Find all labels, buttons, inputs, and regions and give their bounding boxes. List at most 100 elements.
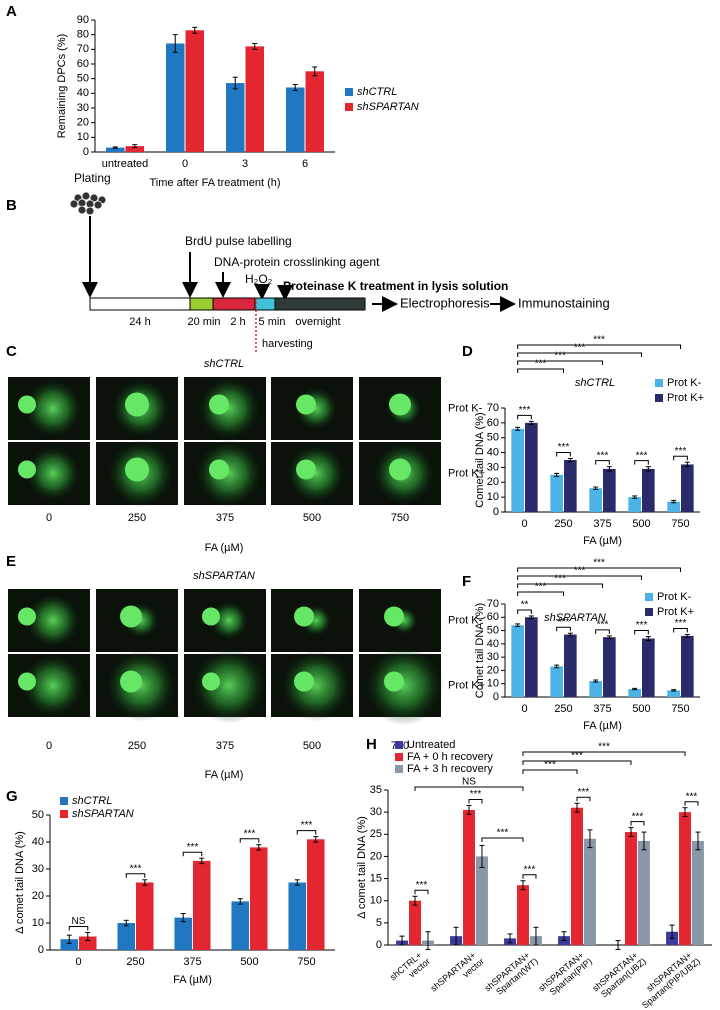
significance-label: *** xyxy=(574,566,586,577)
legend-swatch xyxy=(645,608,653,616)
significance-label: *** xyxy=(497,828,509,839)
x-tick-label: 500 xyxy=(632,518,650,530)
error-bar xyxy=(695,831,701,851)
panel-label: B xyxy=(6,197,17,214)
significance-label: *** xyxy=(632,811,644,822)
timeline-diagram: Plating BrdU pulse labelling DNA-protein… xyxy=(69,171,610,352)
x-tick-label: 750 xyxy=(297,956,315,968)
bar xyxy=(231,901,249,950)
significance-bracket xyxy=(556,626,571,632)
comet-halo xyxy=(195,439,263,508)
significance-label: *** xyxy=(593,558,605,569)
error-bar xyxy=(112,146,118,149)
bar xyxy=(525,617,538,697)
significance-label: *** xyxy=(558,442,570,453)
significance-bracket xyxy=(522,769,578,774)
significance-label: *** xyxy=(519,405,531,416)
error-bar xyxy=(515,623,521,628)
comet-head xyxy=(125,457,149,482)
error-bar xyxy=(567,632,573,637)
x-axis-label: FA (µM) xyxy=(583,720,622,732)
significance-bracket xyxy=(684,801,699,806)
bar xyxy=(117,923,135,950)
y-axis-label: Δ comet tail DNA (%) xyxy=(356,816,368,919)
error-bar xyxy=(142,879,148,886)
significance-bracket xyxy=(576,796,591,802)
bar xyxy=(571,807,583,945)
error-bar xyxy=(132,144,138,149)
step-label: Immunostaining xyxy=(518,295,610,310)
significance-label: *** xyxy=(187,842,199,853)
significance-bracket xyxy=(517,609,532,614)
significance-label: *** xyxy=(675,618,687,629)
step-label: BrdU pulse labelling xyxy=(185,234,292,248)
legend-swatch xyxy=(645,593,653,601)
significance-bracket xyxy=(517,567,681,572)
duration-label: 20 min xyxy=(187,316,220,328)
panel-title: shSPARTAN xyxy=(193,570,255,582)
significance-label: *** xyxy=(598,742,610,753)
comet-images: shCTRL Prot K- Prot K+ 0 250 375 500 750 FA (µM)… xyxy=(8,358,485,781)
column-label: 250 xyxy=(128,512,146,524)
column-label: 0 xyxy=(46,512,52,524)
comet-head xyxy=(202,672,220,691)
bar xyxy=(511,625,524,697)
significance-bracket xyxy=(68,925,89,931)
y-tick-label: 40 xyxy=(487,446,499,458)
y-tick-label: 40 xyxy=(32,836,44,848)
x-tick-label: 500 xyxy=(632,703,650,715)
x-tick-label: 250 xyxy=(126,956,144,968)
comet-head xyxy=(296,459,316,480)
panel-label: G xyxy=(6,788,18,805)
comet-halo xyxy=(364,645,444,726)
legend-label: shCTRL xyxy=(357,86,397,98)
panel-label: E xyxy=(6,553,16,570)
significance-bracket xyxy=(517,368,564,373)
error-bar xyxy=(682,807,688,818)
panel-label: D xyxy=(462,343,473,360)
error-bar xyxy=(199,857,205,865)
error-bar xyxy=(645,636,651,642)
y-tick-label: 20 xyxy=(370,850,382,862)
error-bar xyxy=(671,689,677,692)
bar xyxy=(174,917,192,950)
bar xyxy=(550,666,563,697)
bar xyxy=(642,638,655,697)
error-bar xyxy=(252,42,258,50)
bar xyxy=(475,856,488,945)
y-axis-label: Comet tail DNA (%) xyxy=(474,603,486,698)
error-bar xyxy=(684,461,690,468)
comet-head xyxy=(389,393,411,416)
comet-halo xyxy=(25,445,81,502)
legend-swatch xyxy=(395,753,403,761)
error-bar xyxy=(172,34,178,53)
comet-halo xyxy=(286,443,346,504)
step-label: Plating xyxy=(74,171,111,185)
y-tick-label: 60 xyxy=(487,611,499,623)
significance-bracket xyxy=(556,452,571,457)
row-label: Prot K- xyxy=(448,614,483,626)
step-label: Proteinase K treatment in lysis solution xyxy=(283,279,508,293)
y-tick-label: 30 xyxy=(487,651,499,663)
y-tick-label: 20 xyxy=(487,476,499,488)
significance-label: *** xyxy=(554,574,566,585)
column-label: 750 xyxy=(391,512,409,524)
y-tick-label: 80 xyxy=(77,29,89,41)
bar xyxy=(564,460,577,512)
bar xyxy=(589,681,602,697)
significance-bracket xyxy=(673,628,688,633)
y-tick-label: 0 xyxy=(83,146,89,158)
duration-label: 24 h xyxy=(129,316,150,328)
y-tick-label: 50 xyxy=(487,624,499,636)
error-bar xyxy=(123,919,129,927)
bar xyxy=(185,30,204,153)
significance-label: *** xyxy=(130,863,142,874)
column-label: 375 xyxy=(216,740,234,752)
x-axis-label: FA (µM) xyxy=(583,535,622,547)
significance-bracket xyxy=(414,889,429,895)
significance-label: NS xyxy=(462,777,476,788)
chart-title: shSPARTAN xyxy=(544,612,606,624)
comet-head xyxy=(384,671,404,692)
bar xyxy=(667,501,680,512)
